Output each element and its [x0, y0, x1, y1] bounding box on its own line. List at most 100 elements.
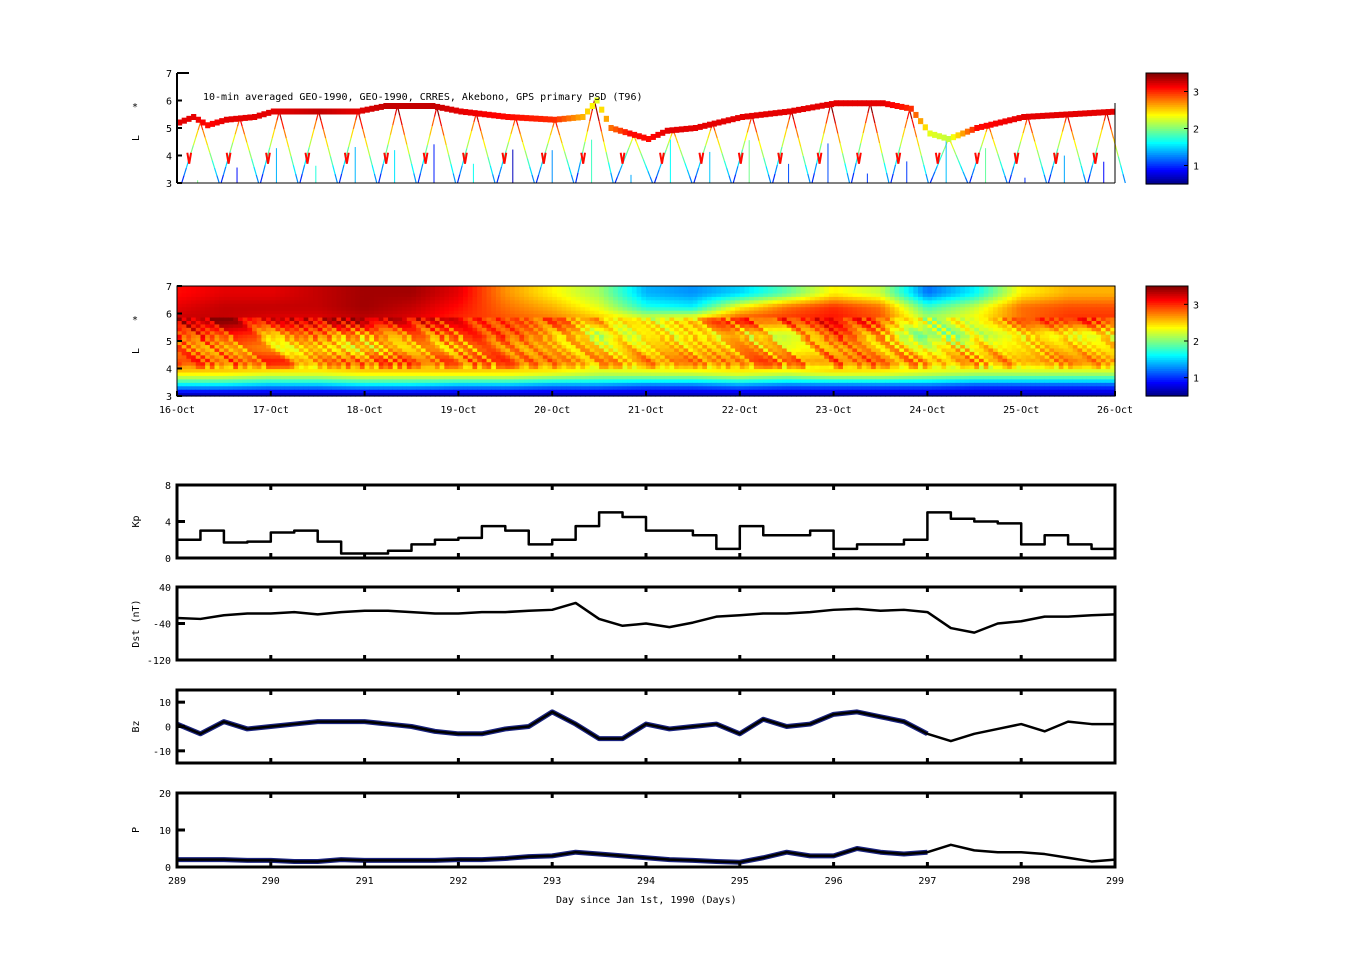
heatmap-cell — [463, 354, 469, 359]
heatmap-cell — [191, 344, 197, 349]
heatmap-cell — [589, 361, 596, 366]
heatmap-cell — [688, 354, 694, 359]
heatmap-cell — [266, 371, 272, 376]
heatmap-cell — [622, 392, 628, 397]
orbit-segment — [704, 138, 709, 146]
heatmap-cell — [373, 327, 380, 332]
geo-track-point — [1100, 109, 1107, 116]
heatmap-cell — [608, 365, 614, 370]
heatmap-cell — [350, 358, 356, 363]
heatmap-cell — [688, 361, 694, 366]
heatmap-cell — [467, 296, 474, 301]
heatmap-cell — [791, 344, 797, 349]
heatmap-cell — [744, 341, 750, 346]
heatmap-cell — [453, 375, 459, 380]
heatmap-cell — [411, 320, 417, 325]
heatmap-cell — [369, 358, 375, 363]
heatmap-cell — [636, 354, 642, 359]
orbit-segment — [1110, 129, 1115, 139]
heatmap-cell — [453, 351, 459, 356]
heatmap-cell — [749, 286, 755, 291]
heatmap-cell — [631, 344, 638, 349]
heatmap-cell — [688, 351, 694, 356]
heatmap-cell — [289, 306, 295, 311]
heatmap-cell — [514, 330, 520, 335]
heatmap-cell — [195, 354, 202, 359]
heatmap-cell — [449, 299, 455, 304]
heatmap-cell — [228, 385, 234, 390]
heatmap-cell — [195, 303, 202, 308]
heatmap-cell — [195, 378, 202, 383]
heatmap-cell — [542, 337, 549, 342]
heatmap-cell — [434, 330, 441, 335]
heatmap-cell — [585, 378, 591, 383]
heatmap-cell — [739, 330, 746, 335]
heatmap-cell — [341, 389, 347, 394]
heatmap-cell — [721, 385, 727, 390]
heatmap-cell — [453, 378, 459, 383]
orbit-segment — [693, 175, 697, 184]
heatmap-cell — [561, 358, 567, 363]
heatmap-cell — [397, 347, 403, 352]
heatmap-cell — [641, 351, 647, 356]
heatmap-cell — [397, 392, 403, 397]
geo-track-point — [716, 119, 722, 126]
heatmap-cell — [200, 306, 206, 311]
heatmap-cell — [528, 375, 535, 380]
heatmap-cell — [270, 382, 277, 387]
colorbar1-swatch — [1146, 180, 1188, 183]
heatmap-cell — [655, 371, 661, 376]
heatmap-cell — [617, 296, 624, 301]
heatmap-cell — [458, 361, 464, 366]
heatmap-cell — [223, 371, 230, 376]
heatmap-cell — [355, 323, 361, 328]
heatmap-cell — [256, 341, 263, 346]
heatmap-cell — [209, 299, 216, 304]
heatmap-cell — [430, 368, 436, 373]
heatmap-cell — [589, 323, 596, 328]
heatmap-cell — [336, 351, 342, 356]
heatmap-cell — [627, 292, 633, 297]
heatmap-cell — [205, 347, 211, 352]
heatmap-cell — [514, 392, 520, 397]
heatmap-cell — [364, 354, 370, 359]
heatmap-cell — [341, 289, 347, 294]
heatmap-cell — [458, 316, 464, 321]
heatmap-cell — [331, 306, 338, 311]
heatmap-cell — [200, 392, 206, 397]
heatmap-cell — [355, 368, 361, 373]
heatmap-cell — [256, 344, 263, 349]
orbit-segment — [818, 143, 822, 154]
heatmap-cell — [186, 299, 192, 304]
heatmap-cell — [214, 337, 220, 342]
heatmap-cell — [345, 316, 352, 321]
geo-track-point — [177, 119, 183, 126]
orbit-segment — [1120, 165, 1124, 175]
heatmap-cell — [561, 385, 567, 390]
heatmap-cell — [603, 378, 610, 383]
heatmap-cell — [327, 344, 333, 349]
heatmap-cell — [491, 354, 497, 359]
heatmap-cell — [627, 378, 633, 383]
heatmap-cell — [556, 299, 563, 304]
heatmap-cell — [458, 334, 464, 339]
heatmap-cell — [317, 327, 323, 332]
heatmap-cell — [345, 337, 352, 342]
heatmap-cell — [477, 365, 483, 370]
geo-track-point — [561, 115, 567, 122]
orbit-segment — [202, 129, 206, 138]
geo-track-point — [1072, 110, 1078, 117]
heatmap-cell — [777, 337, 783, 342]
heatmap-cell — [735, 365, 741, 370]
heatmap-cell — [711, 334, 717, 339]
heatmap-cell — [397, 330, 403, 335]
heatmap-cell — [800, 378, 807, 383]
heatmap-cell — [730, 334, 736, 339]
heatmap-cell — [472, 323, 478, 328]
heatmap-cell — [763, 330, 769, 335]
heatmap-cell — [791, 337, 797, 342]
heatmap-cell — [256, 323, 263, 328]
heatmap-cell — [247, 320, 253, 325]
heatmap-cell — [528, 344, 535, 349]
heatmap-cell — [308, 327, 314, 332]
